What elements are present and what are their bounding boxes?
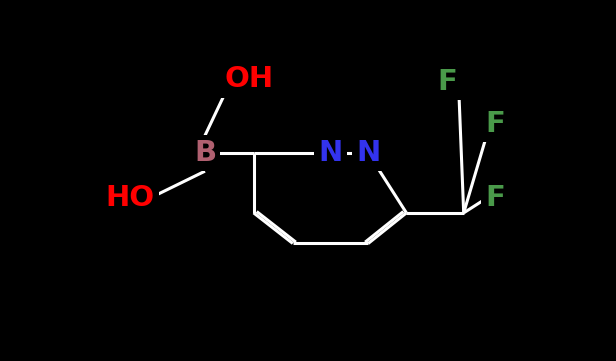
- Text: F: F: [485, 184, 505, 212]
- Text: N: N: [318, 139, 342, 167]
- Text: F: F: [437, 68, 457, 96]
- Text: N: N: [356, 139, 380, 167]
- Text: B: B: [194, 139, 216, 167]
- Text: HO: HO: [106, 184, 155, 212]
- Text: OH: OH: [225, 65, 274, 93]
- Text: F: F: [485, 110, 505, 138]
